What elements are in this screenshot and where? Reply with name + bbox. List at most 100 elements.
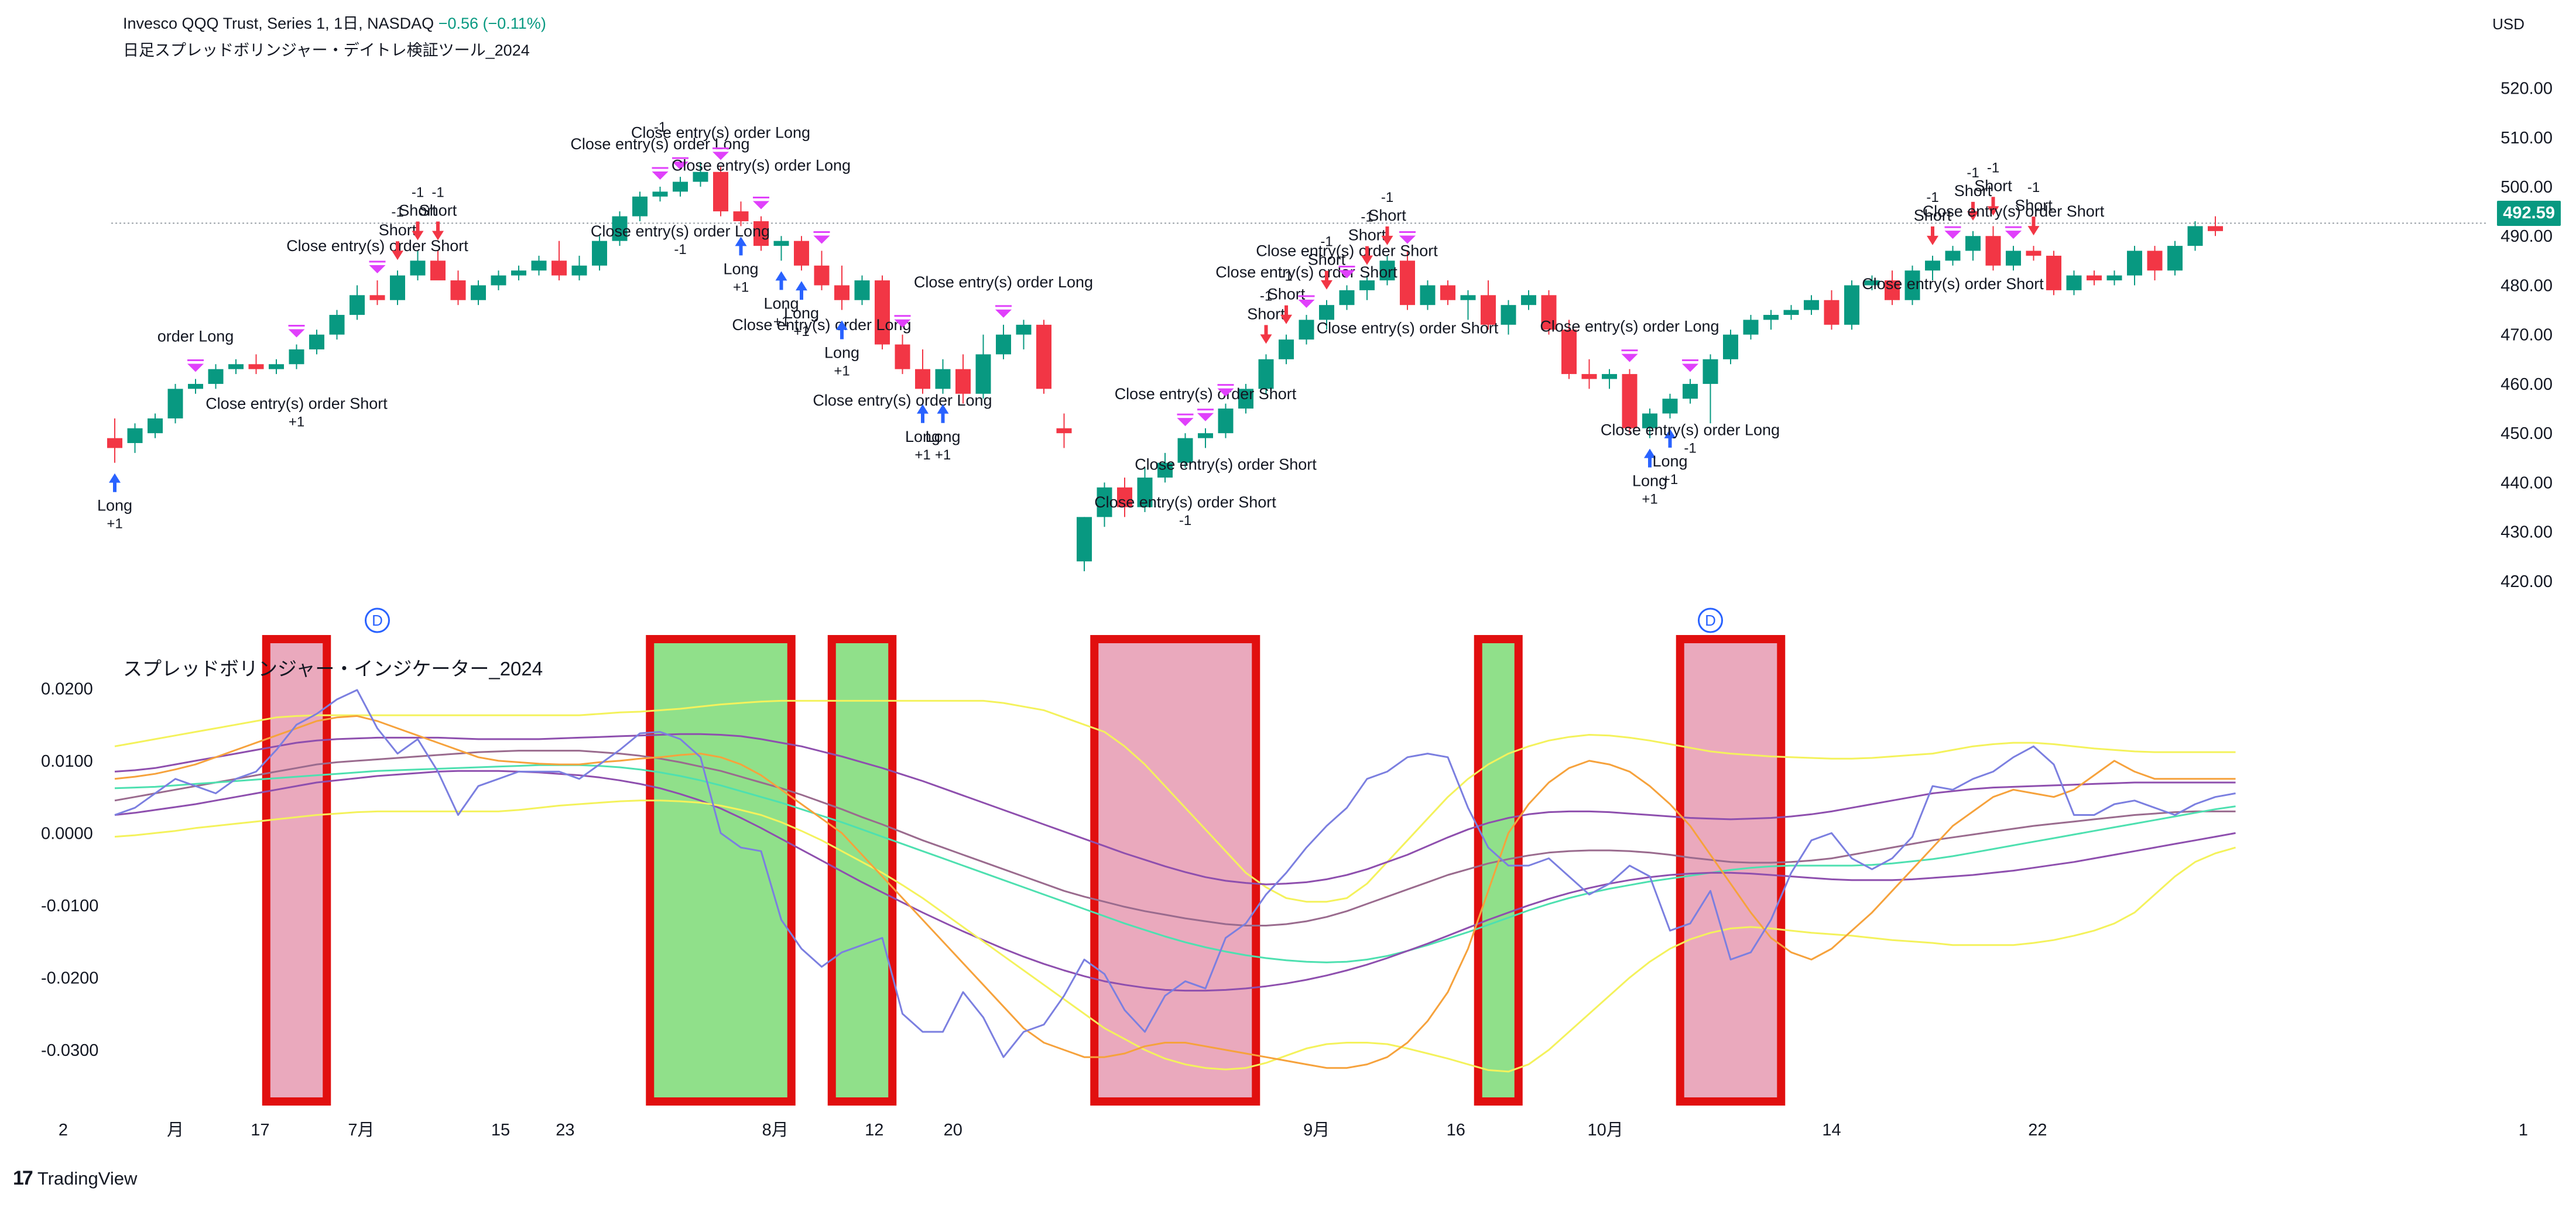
signal-label: Short: [1954, 182, 1992, 200]
candle-body: [2208, 226, 2223, 231]
price-axis-label: 460.00: [2500, 375, 2553, 394]
candle-body: [915, 369, 930, 389]
candle-body: [1299, 320, 1314, 340]
x-axis-label: 23: [556, 1121, 574, 1140]
signal-qty: -1: [1320, 234, 1332, 250]
short-arrow-icon: [1987, 197, 1999, 216]
tradingview-logo[interactable]: 17 TradingView: [13, 1167, 137, 1190]
indicator-axis-label: -0.0200: [41, 969, 98, 987]
indicator-axis-label: -0.0100: [41, 897, 98, 915]
x-axis-label: 17: [251, 1121, 269, 1140]
candle-body: [248, 364, 264, 369]
candle-body: [1400, 260, 1415, 306]
symbol-title: Invesco QQQ Trust, Series 1, 1日, NASDAQ: [123, 15, 434, 32]
series-line-band_upper_outer: [114, 699, 2236, 903]
candle-body: [1359, 280, 1375, 290]
x-axis-label: 10月: [1587, 1121, 1623, 1140]
candle-body: [430, 260, 446, 281]
candle-body: [1864, 280, 1880, 286]
price-axis-label: 520.00: [2500, 80, 2553, 98]
candle-body: [612, 216, 628, 241]
candle-body: [1137, 477, 1153, 507]
signal-label: Short: [399, 202, 437, 219]
close-order-icon: [1944, 231, 1961, 239]
close-order-icon: [813, 235, 830, 244]
signal-label: Short: [1974, 177, 2012, 194]
candle-body: [1885, 280, 1900, 300]
series-line-ema: [114, 715, 2236, 1069]
x-axis-label: 20: [944, 1121, 962, 1140]
pink-zone: [262, 635, 331, 1106]
indicator-title[interactable]: スプレッドボリンジャー・インジケーター_2024: [123, 658, 543, 680]
candle-body: [2127, 250, 2142, 276]
candle-body: [652, 191, 668, 197]
close-order-icon: [712, 152, 729, 160]
close-order-icon: [652, 171, 669, 180]
candle-body: [1783, 310, 1799, 315]
candle-body: [1844, 285, 1859, 325]
candle-body: [834, 285, 849, 300]
short-arrow-icon: [1321, 270, 1332, 290]
long-arrow-icon: [796, 281, 807, 300]
signal-label: Long: [763, 294, 799, 312]
signal-qty: -1: [431, 185, 444, 201]
signal-label: order Long: [157, 328, 234, 345]
signal-qty: -1: [1361, 210, 1373, 225]
series-line-band_upper: [114, 733, 2236, 886]
candle-body: [2106, 275, 2122, 281]
candle-body: [269, 364, 284, 369]
long-arrow-icon: [1644, 448, 1656, 468]
candle-body: [2147, 250, 2163, 271]
signal-label: Short: [1368, 207, 1406, 224]
symbol-legend[interactable]: Invesco QQQ Trust, Series 1, 1日, NASDAQ …: [123, 11, 546, 33]
signal-qty: +1: [1642, 492, 1657, 507]
price-axis-label: 490.00: [2500, 227, 2553, 246]
signal-qty: -1: [1684, 441, 1696, 457]
candle-body: [350, 295, 365, 315]
short-arrow-icon: [1381, 226, 1393, 245]
signal-label: Long: [1632, 472, 1667, 490]
candle-body: [2046, 255, 2061, 290]
candle-body: [2187, 226, 2203, 246]
signal-qty: -1: [1381, 190, 1393, 205]
candle-body: [531, 260, 547, 271]
candle-body: [107, 438, 122, 448]
signal-qty: -1: [412, 185, 424, 201]
candle-body: [1481, 295, 1496, 325]
signal-qty: +1: [793, 324, 809, 339]
signal-qty: +1: [773, 314, 789, 330]
price-axis-label: 500.00: [2500, 178, 2553, 197]
signal-label: Close entry(s) order Short: [1135, 456, 1317, 473]
candle-body: [996, 334, 1011, 355]
signal-label: Long: [723, 260, 758, 277]
candle-body: [1319, 305, 1334, 320]
candle-body: [309, 334, 324, 349]
candle-body: [1965, 236, 1981, 251]
signal-qty: -1: [1987, 160, 1999, 176]
candle-body: [1501, 305, 1516, 325]
signal-label: Short: [1914, 207, 1952, 224]
price-axis-label: 470.00: [2500, 326, 2553, 345]
candle-body: [1157, 462, 1173, 478]
signal-label: Short: [379, 221, 417, 239]
candle-body: [632, 196, 648, 217]
candle-body: [208, 369, 224, 384]
x-axis-label: 14: [1822, 1121, 1841, 1140]
signal-qty: +1: [289, 414, 304, 430]
candle-body: [2006, 250, 2021, 266]
candle-body: [1056, 428, 1072, 434]
dividend-marker-label: D: [1705, 612, 1716, 629]
close-order-icon: [894, 319, 911, 328]
signal-label: Short: [419, 202, 457, 219]
signal-qty: -1: [1260, 288, 1272, 304]
short-arrow-icon: [1361, 246, 1373, 265]
candle-body: [753, 221, 769, 246]
candle-body: [1258, 359, 1274, 389]
candle-body: [1460, 295, 1476, 300]
strategy-title[interactable]: 日足スプレッドボリンジャー・デイトレ検証ツール_2024: [123, 42, 530, 59]
signal-qty: +1: [914, 447, 930, 463]
signal-label: Close entry(s) order Short: [1094, 493, 1276, 511]
signal-qty: -1: [674, 242, 686, 258]
